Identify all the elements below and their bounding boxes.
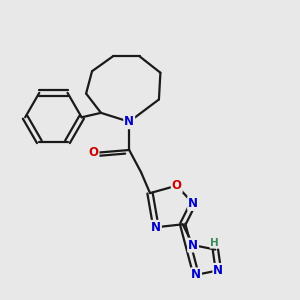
Text: N: N [151,221,161,234]
Text: N: N [191,268,201,281]
Text: N: N [124,115,134,128]
Text: N: N [188,238,198,252]
Text: O: O [88,146,98,160]
Text: N: N [188,197,198,210]
Text: H: H [210,238,219,248]
Text: O: O [172,179,182,192]
Text: N: N [213,264,224,277]
